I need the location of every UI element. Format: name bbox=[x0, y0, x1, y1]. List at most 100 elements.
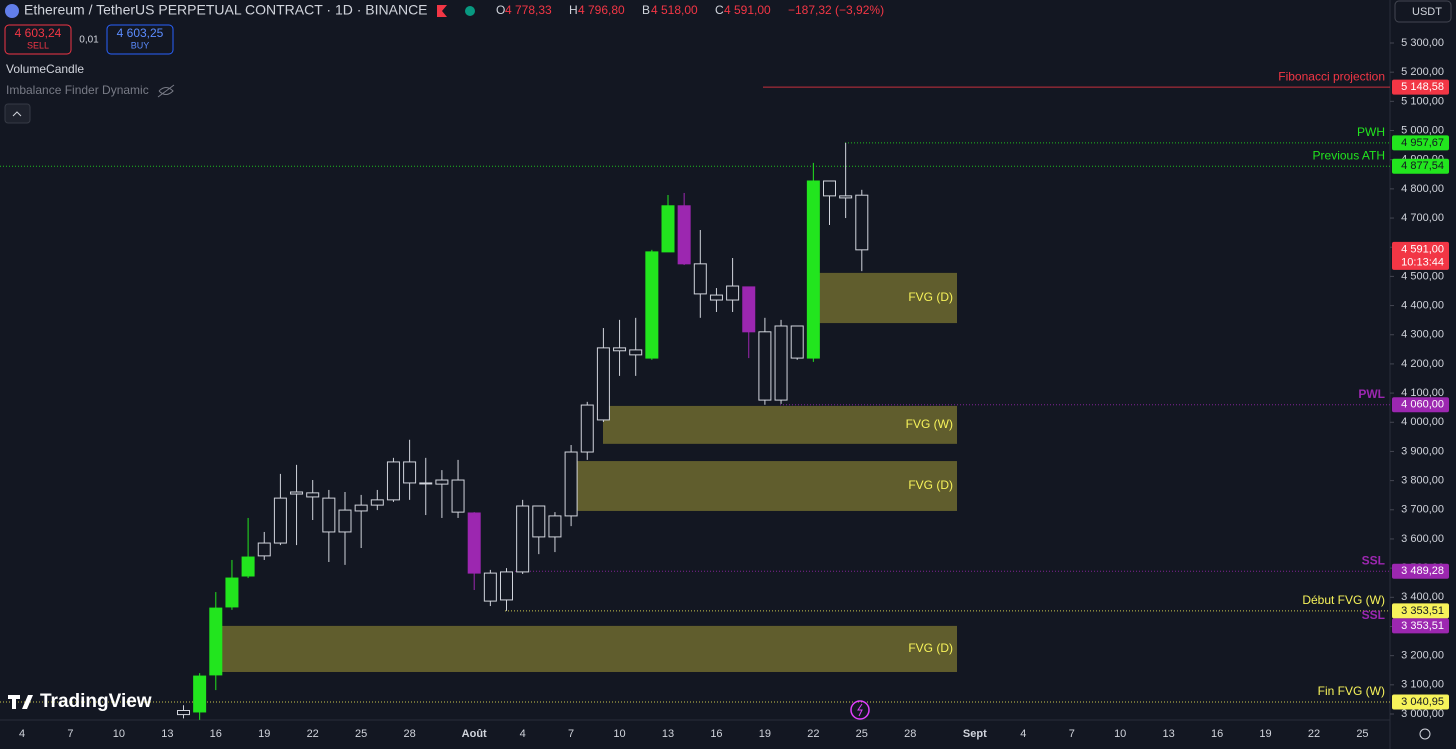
candle-body bbox=[613, 347, 627, 352]
candle-body bbox=[580, 404, 594, 453]
candle-body bbox=[177, 709, 190, 716]
level-label: PWH bbox=[1357, 125, 1385, 139]
y-tick-label: 4 400,00 bbox=[1401, 299, 1444, 311]
ohlc-value: 4 778,33 bbox=[505, 3, 552, 17]
candle-body bbox=[483, 572, 497, 602]
ohlc-key: B bbox=[642, 3, 650, 17]
sell-label[interactable]: SELL bbox=[27, 40, 49, 50]
level-label: Fin FVG (W) bbox=[1318, 684, 1385, 698]
x-tick-label: 16 bbox=[210, 728, 222, 740]
candle-body bbox=[855, 194, 869, 251]
level-label: Fibonacci projection bbox=[1278, 69, 1385, 83]
y-tick-label: 3 000,00 bbox=[1401, 708, 1444, 720]
x-tick-label: 19 bbox=[759, 728, 771, 740]
candle-body bbox=[322, 497, 336, 533]
candle-body bbox=[419, 482, 433, 485]
indicator-name[interactable]: VolumeCandle bbox=[6, 62, 84, 76]
x-tick-label: 13 bbox=[662, 728, 674, 740]
price-box bbox=[1392, 397, 1449, 413]
candle-body bbox=[839, 195, 853, 199]
countdown: 10:13:44 bbox=[1401, 257, 1444, 269]
candle-body bbox=[241, 556, 255, 577]
sell-price[interactable]: 4 603,24 bbox=[15, 26, 62, 40]
candle-body bbox=[467, 512, 481, 574]
y-tick-label: 4 700,00 bbox=[1401, 212, 1444, 224]
x-tick-label: 28 bbox=[403, 728, 415, 740]
buy-price[interactable]: 4 603,25 bbox=[117, 26, 164, 40]
x-tick-label: 10 bbox=[613, 728, 625, 740]
symbol-icon bbox=[5, 4, 19, 18]
x-tick-label: 7 bbox=[1069, 728, 1075, 740]
candle-body bbox=[645, 251, 659, 359]
event-icon[interactable] bbox=[850, 700, 870, 720]
x-tick-label: 7 bbox=[568, 728, 574, 740]
flag-icon[interactable] bbox=[437, 5, 447, 17]
price-box-label: 3 489,28 bbox=[1401, 565, 1444, 577]
last-price: 4 591,00 bbox=[1401, 244, 1444, 256]
x-tick-label: 22 bbox=[807, 728, 819, 740]
ohlc-value: 4 796,80 bbox=[578, 3, 625, 17]
ohlc-key: O bbox=[496, 3, 505, 17]
candle-body bbox=[290, 491, 304, 495]
fvg-zone bbox=[570, 461, 957, 511]
currency[interactable]: USDT bbox=[1412, 6, 1442, 18]
fvg-zone bbox=[603, 405, 957, 444]
ohlc-value: 4 518,00 bbox=[651, 3, 698, 17]
level-label: SSL bbox=[1362, 553, 1385, 567]
ohlc-value: 4 591,00 bbox=[724, 3, 771, 17]
price-box-label: 4 877,54 bbox=[1401, 160, 1444, 172]
candle-body bbox=[790, 325, 804, 359]
buy-button[interactable] bbox=[106, 24, 174, 55]
candle-body bbox=[774, 325, 788, 401]
y-tick-label: 4 300,00 bbox=[1401, 329, 1444, 341]
candle-body bbox=[806, 180, 820, 359]
y-tick-label: 3 100,00 bbox=[1401, 679, 1444, 691]
y-tick-label: 4 200,00 bbox=[1401, 358, 1444, 370]
level-label: Début FVG (W) bbox=[1302, 593, 1385, 607]
y-tick-label: 3 700,00 bbox=[1401, 504, 1444, 516]
price-box-label: 5 148,58 bbox=[1401, 81, 1444, 93]
price-box-label: 4 060,00 bbox=[1401, 399, 1444, 411]
candle-body bbox=[354, 504, 368, 512]
sell-button[interactable] bbox=[4, 24, 72, 55]
fvg-label: FVG (D) bbox=[908, 478, 953, 492]
x-tick-label: 4 bbox=[1020, 728, 1026, 740]
settings-icon[interactable] bbox=[1419, 728, 1431, 740]
indicator-name[interactable]: Imbalance Finder Dynamic bbox=[6, 83, 149, 97]
chevron-icon bbox=[12, 111, 22, 117]
level-label: SSL bbox=[1362, 608, 1385, 622]
candle-body bbox=[338, 509, 352, 533]
candle-body bbox=[403, 461, 417, 484]
buy-label[interactable]: BUY bbox=[131, 40, 150, 50]
x-tick-label: 13 bbox=[1163, 728, 1175, 740]
candle-body bbox=[709, 294, 723, 301]
candle-body bbox=[193, 675, 207, 713]
y-tick-label: 4 100,00 bbox=[1401, 387, 1444, 399]
x-tick-label: 28 bbox=[904, 728, 916, 740]
x-tick-label: 22 bbox=[1308, 728, 1320, 740]
collapse-button[interactable] bbox=[4, 103, 31, 124]
price-box bbox=[1392, 135, 1449, 151]
x-tick-label: 7 bbox=[67, 728, 73, 740]
candle-body bbox=[209, 607, 223, 676]
hidden-icon[interactable] bbox=[157, 84, 175, 98]
y-tick-label: 4 500,00 bbox=[1401, 270, 1444, 282]
candle-body bbox=[742, 286, 756, 333]
x-tick-label: 25 bbox=[355, 728, 367, 740]
x-tick-label: 10 bbox=[113, 728, 125, 740]
plot-area: FVG (D) FVG (W) FVG (D) FVG (D) bbox=[0, 86, 1390, 720]
level-label: PWL bbox=[1358, 387, 1385, 401]
ohlc-key: C bbox=[715, 3, 724, 17]
y-tick-label: 4 000,00 bbox=[1401, 416, 1444, 428]
x-tick-label: 13 bbox=[161, 728, 173, 740]
candle-body bbox=[596, 347, 610, 421]
candle-body bbox=[516, 505, 530, 573]
currency-button[interactable] bbox=[1394, 0, 1452, 23]
candle-body bbox=[661, 205, 675, 253]
candle-body bbox=[386, 461, 400, 501]
y-tick-label: 5 100,00 bbox=[1401, 95, 1444, 107]
candle-body bbox=[693, 263, 707, 295]
candle-body bbox=[257, 542, 271, 557]
